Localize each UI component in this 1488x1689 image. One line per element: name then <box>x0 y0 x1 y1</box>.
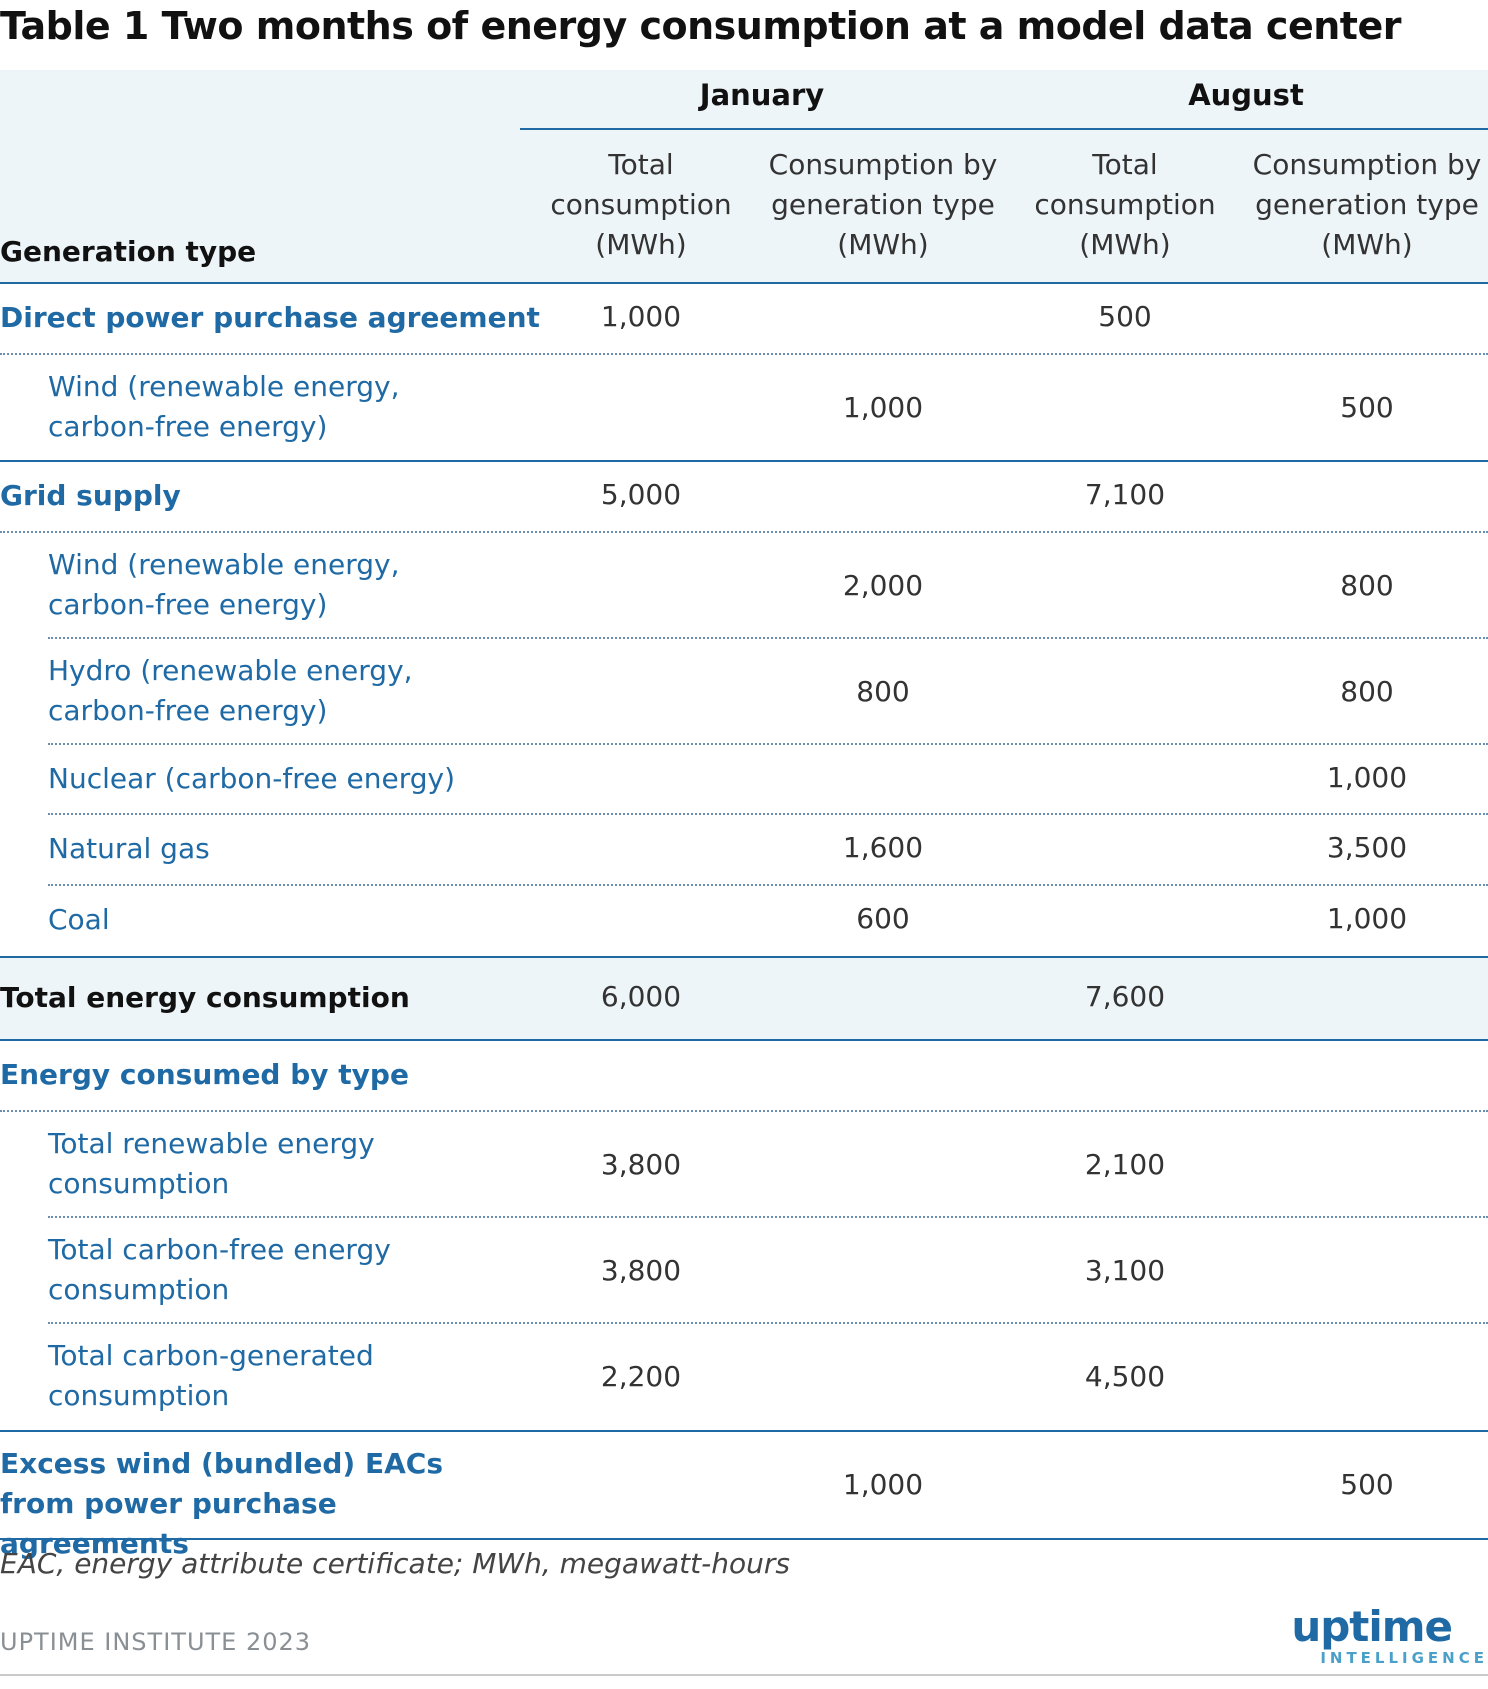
cell-jan-type: 1,600 <box>842 831 924 864</box>
cell-jan-total: 1,000 <box>600 300 682 333</box>
cell-aug-type: 1,000 <box>1326 761 1408 794</box>
col-generation-type: Generation type <box>0 235 257 268</box>
table-row: Wind (renewable energy, carbon-free ener… <box>0 355 1488 462</box>
cell-jan-total: 2,200 <box>600 1360 682 1393</box>
cell-aug-type: 1,000 <box>1326 902 1408 935</box>
col-jan-type: Consumption by generation type (MWh) <box>768 148 998 261</box>
cell-aug-type: 3,500 <box>1326 831 1408 864</box>
cell-aug-total: 2,100 <box>1084 1148 1166 1181</box>
source-credit: UPTIME INSTITUTE 2023 <box>0 1628 312 1656</box>
table-row: Total carbon-generated consumption 2,200… <box>0 1324 1488 1432</box>
cell-aug-total: 500 <box>1098 300 1152 333</box>
table-row: Hydro (renewable energy, carbon-free ene… <box>0 639 1488 745</box>
row-label: Direct power purchase agreement <box>0 301 540 334</box>
uptime-logo: uptime INTELLIGENCE <box>1291 1602 1488 1668</box>
row-label: Natural gas <box>48 832 210 865</box>
bottom-divider <box>0 1674 1488 1676</box>
cell-aug-type: 800 <box>1340 675 1394 708</box>
row-label: Total carbon-free energy consumption <box>48 1233 391 1306</box>
cell-aug-total: 3,100 <box>1084 1254 1166 1287</box>
col-aug-type: Consumption by generation type (MWh) <box>1252 148 1482 261</box>
row-divider <box>48 637 1488 639</box>
month-august: August <box>1188 78 1304 112</box>
table-header: January August Total consumption (MWh) C… <box>0 70 1488 284</box>
total-row: Total energy consumption 6,000 7,600 <box>0 958 1488 1041</box>
table-row: Coal 600 1,000 <box>0 886 1488 958</box>
row-label: Wind (renewable energy, carbon-free ener… <box>48 548 400 621</box>
row-label: Energy consumed by type <box>0 1058 409 1091</box>
table-row: Wind (renewable energy, carbon-free ener… <box>0 533 1488 639</box>
table-row: Natural gas 1,600 3,500 <box>0 815 1488 886</box>
row-label: Total energy consumption <box>0 981 410 1014</box>
cell-jan-type: 1,000 <box>842 391 924 424</box>
row-divider <box>48 743 1488 745</box>
col-jan-total: Total consumption (MWh) <box>550 148 732 261</box>
cell-jan-total: 5,000 <box>600 478 682 511</box>
cell-aug-total: 7,600 <box>1084 980 1166 1013</box>
col-aug-total: Total consumption (MWh) <box>1034 148 1216 261</box>
cell-aug-type: 500 <box>1340 1468 1394 1501</box>
energy-table: January August Total consumption (MWh) C… <box>0 70 1488 1560</box>
row-label: Grid supply <box>0 479 181 512</box>
row-divider <box>48 1322 1488 1324</box>
row-divider <box>48 1216 1488 1218</box>
logo-subtitle: INTELLIGENCE <box>1320 1649 1488 1667</box>
cell-aug-total: 4,500 <box>1084 1360 1166 1393</box>
cell-jan-type: 600 <box>856 902 910 935</box>
row-label: Wind (renewable energy, carbon-free ener… <box>48 370 400 443</box>
cell-aug-type: 800 <box>1340 569 1394 602</box>
row-divider <box>48 813 1488 815</box>
table-row: Direct power purchase agreement 1,000 50… <box>0 284 1488 355</box>
cell-aug-total: 7,100 <box>1084 478 1166 511</box>
row-label: Excess wind (bundled) EACs from power pu… <box>0 1447 443 1560</box>
cell-jan-type: 800 <box>856 675 910 708</box>
cell-jan-total: 3,800 <box>600 1254 682 1287</box>
table-row: Total renewable energy consumption 3,800… <box>0 1112 1488 1218</box>
logo-wordmark: uptime <box>1291 1602 1453 1651</box>
row-label: Hydro (renewable energy, carbon-free ene… <box>48 654 413 727</box>
cell-jan-type: 2,000 <box>842 569 924 602</box>
cell-jan-total: 3,800 <box>600 1148 682 1181</box>
table-row: Grid supply 5,000 7,100 <box>0 462 1488 533</box>
row-divider <box>48 884 1488 886</box>
cell-aug-type: 500 <box>1340 391 1394 424</box>
cell-jan-type: 1,000 <box>842 1468 924 1501</box>
row-label: Nuclear (carbon-free energy) <box>48 762 455 795</box>
table-row: Excess wind (bundled) EACs from power pu… <box>0 1432 1488 1560</box>
cell-jan-total: 6,000 <box>600 980 682 1013</box>
footnote: EAC, energy attribute certificate; MWh, … <box>0 1547 790 1580</box>
table-row: Total carbon-free energy consumption 3,8… <box>0 1218 1488 1324</box>
row-label: Total carbon-generated consumption <box>48 1339 374 1412</box>
table-title: Table 1 Two months of energy consumption… <box>0 4 1401 48</box>
row-label: Coal <box>48 903 110 936</box>
month-january: January <box>699 78 825 112</box>
month-divider <box>520 128 1488 130</box>
section-heading-row: Energy consumed by type <box>0 1041 1488 1112</box>
row-label: Total renewable energy consumption <box>48 1127 375 1200</box>
table-row: Nuclear (carbon-free energy) 1,000 <box>0 745 1488 815</box>
